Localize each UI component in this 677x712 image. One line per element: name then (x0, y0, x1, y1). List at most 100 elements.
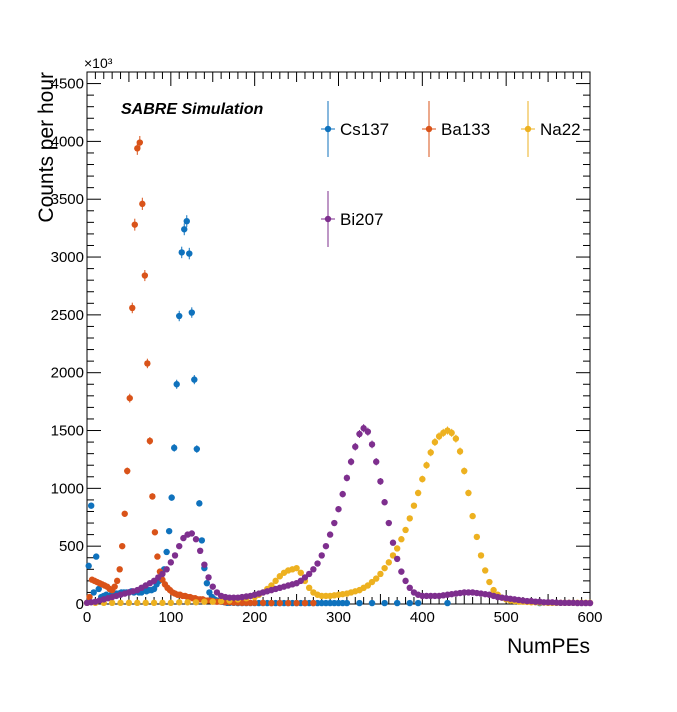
data-point (293, 599, 300, 607)
data-point (285, 599, 292, 607)
data-point (486, 578, 493, 586)
data-point (178, 249, 185, 256)
data-point (469, 512, 476, 520)
data-point (116, 566, 123, 573)
data-point (410, 502, 418, 509)
data-point (188, 530, 195, 537)
data-point (134, 599, 141, 607)
legend-marker (324, 215, 332, 223)
data-point (377, 570, 384, 578)
data-point (188, 309, 195, 316)
data-point (373, 575, 380, 582)
y-tick-label: 1000 (51, 480, 84, 497)
legend-marker (425, 125, 433, 133)
data-point (150, 599, 158, 607)
legend-item-cs137: Cs137 (321, 101, 389, 157)
data-point (193, 445, 201, 453)
data-point (159, 570, 166, 578)
data-point (310, 599, 317, 607)
data-point (406, 584, 413, 592)
data-point (343, 474, 351, 482)
data-point (154, 553, 161, 560)
y-tick-label: 4000 (51, 133, 84, 150)
data-point (170, 444, 178, 452)
y-tick-label: 1500 (51, 423, 84, 440)
data-point (131, 221, 138, 228)
data-point (352, 443, 359, 450)
y-tick-label: 3500 (51, 191, 84, 208)
data-point (87, 502, 95, 509)
data-point (444, 599, 451, 607)
data-point (108, 599, 116, 607)
data-point (381, 564, 388, 572)
data-point (149, 493, 156, 500)
data-point (318, 552, 325, 559)
data-point (305, 570, 313, 578)
data-point (192, 536, 200, 543)
data-point (305, 584, 313, 592)
legend-label: Bi207 (340, 210, 383, 229)
data-point (117, 599, 124, 607)
data-point (310, 566, 317, 573)
data-point (419, 475, 426, 483)
x-tick-label: 500 (494, 609, 519, 626)
axis-ticks (86, 72, 591, 605)
data-point (163, 548, 170, 556)
data-point (377, 478, 384, 485)
x-axis-title: NumPEs (507, 635, 590, 658)
data-point (393, 545, 401, 552)
x-tick-label: 200 (242, 609, 267, 626)
data-point (184, 599, 191, 606)
data-point (268, 599, 275, 607)
y-multiplier-label: ×10³ (84, 55, 113, 71)
data-point (356, 599, 363, 607)
data-point (85, 562, 92, 570)
data-point (209, 583, 216, 590)
data-point (490, 586, 497, 594)
data-point (431, 438, 439, 446)
data-point (90, 589, 97, 596)
y-tick-label: 3000 (51, 249, 84, 266)
data-point (113, 577, 121, 585)
data-point (203, 579, 211, 587)
data-point (201, 598, 208, 605)
data-point (402, 526, 409, 534)
legend-item-na22: Na22 (521, 101, 581, 157)
data-point (339, 490, 346, 498)
data-point (142, 599, 149, 607)
data-point (423, 462, 430, 469)
data-point (452, 435, 460, 442)
data-point (448, 429, 455, 437)
data-point (373, 458, 380, 465)
data-point (465, 489, 472, 497)
legend: Cs137 Ba133 Na22 Bi207 (321, 101, 581, 247)
data-point (196, 547, 204, 554)
data-point (134, 145, 141, 152)
data-point (473, 533, 481, 541)
data-point (141, 272, 149, 279)
data-point (331, 519, 338, 527)
data-point (176, 542, 183, 550)
data-point (398, 536, 405, 543)
data-point (385, 559, 392, 566)
data-point (393, 555, 401, 563)
data-point (136, 139, 144, 146)
y-axis-title: Counts per hour (35, 72, 58, 223)
data-point (356, 430, 363, 438)
data-point (456, 448, 464, 455)
data-point (121, 510, 128, 517)
data-point (477, 552, 485, 559)
data-points (83, 135, 594, 607)
data-point (276, 599, 284, 607)
data-point (192, 599, 200, 606)
data-point (406, 515, 413, 522)
legend-label: Na22 (540, 120, 581, 139)
y-tick-label: 4500 (51, 76, 84, 93)
legend-label: Cs137 (340, 120, 389, 139)
data-point (176, 599, 183, 606)
data-point (364, 428, 372, 435)
data-point (146, 437, 154, 445)
data-point (139, 200, 146, 208)
data-point (168, 494, 175, 501)
series-bi207 (83, 424, 594, 607)
